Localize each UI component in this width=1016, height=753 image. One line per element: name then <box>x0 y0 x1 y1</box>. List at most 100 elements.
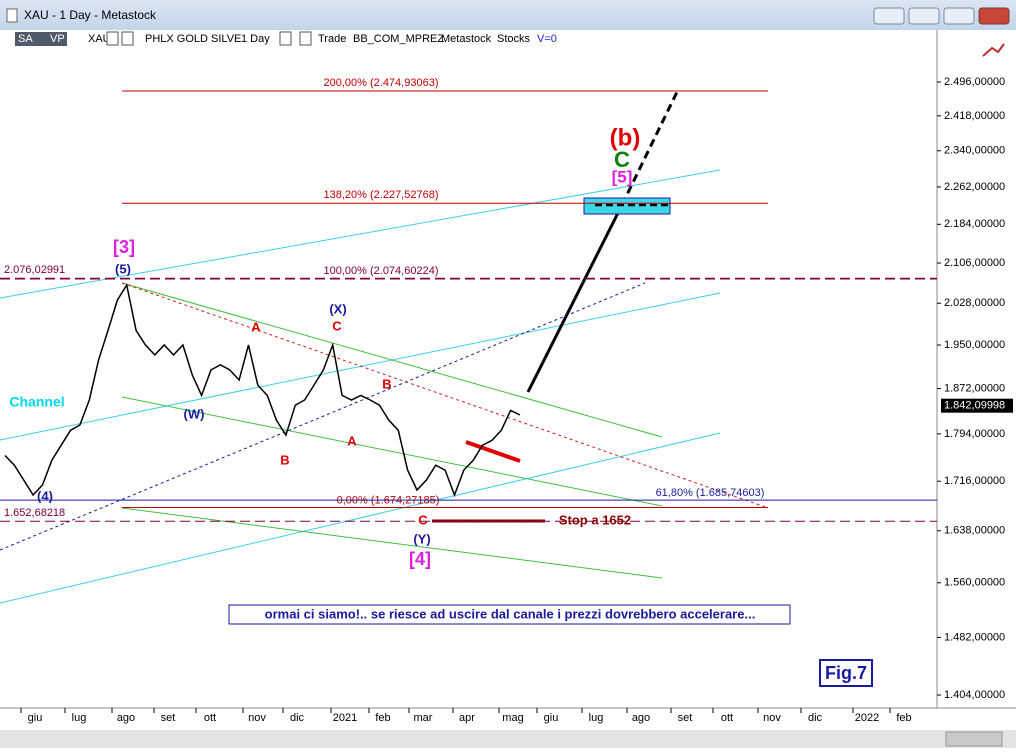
comment-box <box>228 604 791 625</box>
y-tick-label: 1.794,00000 <box>944 428 1005 440</box>
last-price-label: 1.842,09998 <box>944 400 1005 412</box>
minimize-button[interactable] <box>908 7 940 25</box>
y-tick-label: 1.404,00000 <box>944 689 1005 701</box>
maximize-button[interactable] <box>943 7 975 25</box>
toolbar-label[interactable]: VP <box>50 33 65 45</box>
x-tick-label: 2022 <box>855 712 879 724</box>
figure-box <box>819 659 873 687</box>
y-tick-label: 2.340,00000 <box>944 145 1005 157</box>
toolbar-label[interactable]: SA <box>18 33 33 45</box>
level-label: 2.076,02991 <box>4 264 65 276</box>
close-button[interactable] <box>978 7 1010 25</box>
dropdown[interactable] <box>279 31 292 46</box>
app-icon <box>6 8 18 23</box>
x-tick-label: ott <box>204 712 216 724</box>
x-tick-label: mar <box>414 712 433 724</box>
wave-label: [4] <box>409 549 431 569</box>
x-tick-label: set <box>161 712 176 724</box>
chart-icon[interactable] <box>982 43 1005 57</box>
toolbar-label: XAU <box>88 33 111 45</box>
y-tick-label: 1.638,00000 <box>944 525 1005 537</box>
channel-line <box>121 507 663 579</box>
target-zone <box>583 197 671 215</box>
wave-label: Channel <box>9 394 64 410</box>
y-tick-label: 2.496,00000 <box>944 76 1005 88</box>
wave-label: (5) <box>115 261 131 276</box>
wave-label: C <box>332 318 342 333</box>
x-tick-label: dic <box>808 712 823 724</box>
y-tick-label: 1.560,00000 <box>944 577 1005 589</box>
level-label: 138,20% (2.227,52768) <box>324 189 439 201</box>
dropdown[interactable] <box>121 31 134 46</box>
wave-label: C <box>418 512 428 527</box>
level-label: 100,00% (2.074,60224) <box>324 265 439 277</box>
trend-line <box>0 282 646 551</box>
y-tick-label: 2.184,00000 <box>944 218 1005 230</box>
wave-label: (W) <box>184 406 205 421</box>
x-tick-label: nov <box>248 712 266 724</box>
channel-line <box>0 169 721 299</box>
x-tick-label: set <box>678 712 693 724</box>
dropdown[interactable] <box>106 31 119 46</box>
dropdown[interactable] <box>299 31 312 46</box>
x-tick-label: ago <box>117 712 135 724</box>
toolbar-label: V=0 <box>537 33 557 45</box>
comment: ormai ci siamo!.. se riesce ad uscire da… <box>265 606 756 621</box>
level-label: 1.652,68218 <box>4 507 65 519</box>
wave-label: Stop a 1652 <box>559 512 631 527</box>
projection-line <box>620 91 679 206</box>
y-tick-label: 2.106,00000 <box>944 257 1005 269</box>
x-tick-label: giu <box>544 712 559 724</box>
restore-button[interactable] <box>873 7 905 25</box>
x-tick-label: mag <box>502 712 523 724</box>
wave-label: (Y) <box>413 531 430 546</box>
toolbar-label: BB_COM_MPREZ <box>353 33 444 45</box>
x-tick-label: feb <box>375 712 390 724</box>
toolbar-button[interactable] <box>15 32 47 46</box>
wave-label: A <box>347 433 357 448</box>
wave-label: A <box>251 319 261 334</box>
channel-line <box>121 396 663 507</box>
x-tick-label: ott <box>721 712 733 724</box>
toolbar-label: Trade <box>318 33 346 45</box>
figure-label: Fig.7 <box>825 663 867 683</box>
y-tick-label: 2.028,00000 <box>944 297 1005 309</box>
price-line <box>4 282 521 498</box>
projection-line <box>526 204 624 393</box>
x-tick-label: dic <box>290 712 305 724</box>
y-tick-label: 2.262,00000 <box>944 181 1005 193</box>
x-tick-label: apr <box>459 712 475 724</box>
wave-label: (X) <box>329 301 346 316</box>
toolbar-button[interactable] <box>47 32 67 46</box>
support-line <box>465 440 521 463</box>
wave-label: (4) <box>37 488 53 503</box>
channel-line <box>121 282 663 438</box>
scrollbar[interactable] <box>0 730 1016 748</box>
y-tick-label: 1.482,00000 <box>944 631 1005 643</box>
window-title: XAU - 1 Day - Metastock <box>24 8 157 22</box>
toolbar-label: Stocks <box>497 33 531 45</box>
channel-line <box>0 292 721 441</box>
toolbar-label: Metastock <box>441 33 492 45</box>
x-tick-label: nov <box>763 712 781 724</box>
x-tick-label: 2021 <box>333 712 357 724</box>
channel-line <box>0 432 721 604</box>
chart-area <box>0 30 1016 730</box>
y-tick-label: 1.950,00000 <box>944 339 1005 351</box>
level-label: 200,00% (2.474,93063) <box>324 77 439 89</box>
x-tick-label: lug <box>589 712 604 724</box>
y-tick-label: 2.418,00000 <box>944 110 1005 122</box>
x-tick-label: ago <box>632 712 650 724</box>
x-tick-label: giu <box>28 712 43 724</box>
wave-label: (b) <box>610 124 641 151</box>
wave-label: [3] <box>113 237 135 257</box>
last-price-box <box>941 398 1013 413</box>
scroll-thumb[interactable] <box>945 731 1003 747</box>
level-label: 61,80% (1.685,74603) <box>656 487 765 499</box>
toolbar-label: PHLX GOLD SILVE <box>145 33 241 45</box>
x-tick-label: lug <box>72 712 87 724</box>
wave-label: B <box>382 376 391 391</box>
wave-label: C <box>614 147 630 172</box>
wave-label: [5] <box>612 167 633 186</box>
